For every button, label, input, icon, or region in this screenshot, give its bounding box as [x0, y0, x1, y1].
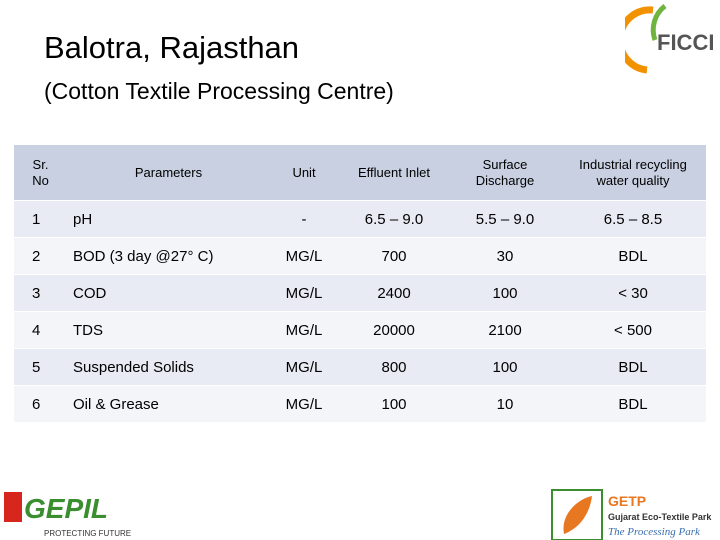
gepil-text: GEPIL	[24, 493, 108, 524]
table-cell: < 500	[560, 311, 706, 349]
table-row: 4 TDS MG/L 20000 2100 < 500	[14, 311, 706, 349]
getp-logo: GETP Gujarat Eco-Textile Park The Proces…	[551, 489, 712, 540]
slide-subtitle: (Cotton Textile Processing Centre)	[44, 78, 394, 104]
logo-arc	[650, 4, 667, 41]
getp-text: GETP	[608, 493, 646, 509]
table-cell: MG/L	[270, 385, 338, 422]
getp-name: Gujarat Eco-Textile Park	[608, 512, 712, 522]
table-cell: 4	[14, 311, 67, 349]
table-cell: 2100	[450, 311, 560, 349]
table-row: 6 Oil & Grease MG/L 100 10 BDL	[14, 385, 706, 422]
logo-frame	[551, 489, 603, 540]
data-table: Sr. No Parameters Unit Effluent Inlet Surfac…	[14, 145, 706, 422]
table-cell: MG/L	[270, 348, 338, 386]
table-cell: BOD (3 day @27° C)	[67, 237, 270, 275]
column-header: Parameters	[67, 145, 270, 201]
table-row: 1 pH -6.5 – 9.0 5.5 – 9.0 6.5 – 8.5	[14, 200, 706, 238]
table-cell: 5.5 – 9.0	[450, 200, 560, 238]
table-cell: 30	[450, 237, 560, 275]
table-cell: 3	[14, 274, 67, 312]
table-cell: 700	[338, 237, 450, 275]
logo-mark	[4, 492, 22, 522]
table-cell: 800	[338, 348, 450, 386]
table-body: 1 pH -6.5 – 9.0 5.5 – 9.0 6.5 – 8.5 2 BOD (3 d…	[14, 200, 706, 422]
logo-leaf	[563, 496, 592, 534]
table-cell: MG/L	[270, 274, 338, 312]
table-cell: 10	[450, 385, 560, 422]
table-cell: MG/L	[270, 311, 338, 349]
table-cell: 5	[14, 348, 67, 386]
column-header: Unit	[270, 145, 338, 201]
header-row: Sr. No Parameters Unit Effluent Inlet Surfac…	[14, 145, 706, 201]
table-cell: 2	[14, 237, 67, 275]
table-cell: pH	[67, 200, 270, 238]
table-cell: 100	[338, 385, 450, 422]
table-row: 2 BOD (3 day @27° C) MG/L 700 30 BDL	[14, 237, 706, 275]
ficci-text: FICCI	[657, 30, 714, 55]
column-header: Sr. No	[14, 145, 67, 201]
table-cell: 6	[14, 385, 67, 422]
table-cell: Oil & Grease	[67, 385, 270, 422]
table-cell: 6.5 – 8.5	[560, 200, 706, 238]
table-cell: 20000	[338, 311, 450, 349]
table-row: 5 Suspended Solids MG/L 800 100 BDL	[14, 348, 706, 386]
table-cell: Suspended Solids	[67, 348, 270, 386]
column-header: Effluent Inlet	[338, 145, 450, 201]
logo-arc	[625, 6, 654, 74]
table-cell: 100	[450, 348, 560, 386]
table-cell: -	[270, 200, 338, 238]
table-cell: BDL	[560, 385, 706, 422]
getp-tagline: The Processing Park	[608, 526, 701, 538]
table-cell: 6.5 – 9.0	[338, 200, 450, 238]
table-cell: 1	[14, 200, 67, 238]
table-row: 3 COD MG/L 2400 100 < 30	[14, 274, 706, 312]
table-cell: COD	[67, 274, 270, 312]
gepil-tagline: PROTECTING FUTURE	[44, 529, 131, 538]
gepil-logo: GEPIL PROTECTING FUTURE	[4, 492, 131, 538]
ficci-logo: FICCI	[625, 4, 714, 74]
table-cell: TDS	[67, 311, 270, 349]
table-cell: MG/L	[270, 237, 338, 275]
table-cell: 2400	[338, 274, 450, 312]
table-cell: 100	[450, 274, 560, 312]
table-cell: < 30	[560, 274, 706, 312]
table-cell: BDL	[560, 348, 706, 386]
table-cell: BDL	[560, 237, 706, 275]
column-header: Surface Discharge	[450, 145, 560, 201]
slide-title: Balotra, Rajasthan	[44, 30, 300, 65]
column-header: Industrial recycling water quality	[560, 145, 706, 201]
